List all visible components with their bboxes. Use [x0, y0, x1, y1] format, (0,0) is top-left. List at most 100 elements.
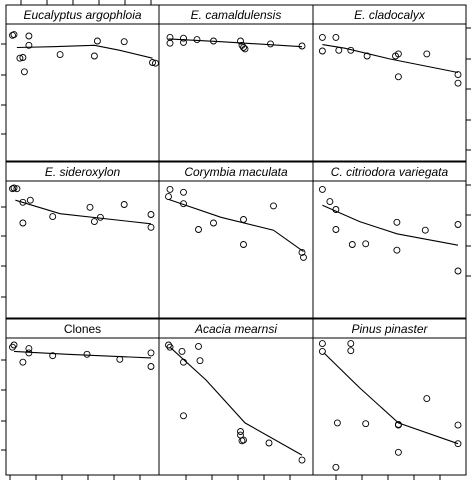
data-point — [96, 213, 104, 221]
data-point — [423, 50, 431, 58]
trend-line — [169, 346, 303, 456]
data-point — [270, 202, 277, 210]
data-point — [90, 218, 98, 226]
trend-line — [13, 350, 152, 359]
trend-line — [323, 352, 459, 445]
data-point — [318, 347, 326, 355]
data-point — [25, 349, 33, 357]
data-point — [298, 248, 306, 256]
panel-title: Eucalyptus argophloia — [23, 8, 141, 22]
data-point — [56, 51, 64, 59]
panel-title: E. cladocalyx — [354, 8, 426, 22]
panel-title: Pinus pinaster — [351, 322, 428, 336]
data-point — [454, 221, 462, 228]
data-point — [347, 347, 355, 355]
panel-title: Clones — [64, 322, 101, 336]
data-point — [195, 342, 202, 350]
data-point — [318, 33, 326, 41]
data-point — [210, 219, 217, 227]
data-point — [9, 31, 16, 39]
panel-frame — [312, 180, 467, 319]
data-point — [393, 246, 401, 254]
data-point — [19, 358, 27, 366]
data-point — [25, 345, 33, 353]
data-point — [333, 419, 341, 427]
trend-line — [15, 199, 152, 225]
data-point — [362, 420, 370, 428]
data-point — [19, 219, 27, 227]
panel-frame — [5, 337, 160, 476]
panel-title: E. camaldulensis — [191, 8, 282, 22]
data-point — [241, 45, 249, 53]
data-point — [454, 71, 462, 79]
data-point — [237, 428, 244, 435]
data-point — [166, 39, 174, 47]
trend-line — [322, 44, 459, 74]
data-point — [166, 185, 174, 193]
data-point — [49, 352, 57, 360]
data-point — [421, 226, 429, 234]
data-point — [86, 203, 94, 211]
data-point — [9, 343, 16, 351]
panel-title: Acacia mearnsi — [194, 322, 277, 336]
data-point — [265, 439, 273, 447]
data-point — [332, 206, 340, 213]
panel-title: E. sideroxylon — [45, 165, 121, 179]
data-point — [394, 50, 402, 58]
data-point — [20, 68, 28, 76]
data-point — [332, 33, 340, 41]
data-point — [240, 44, 247, 51]
data-point — [240, 436, 247, 444]
data-point — [147, 363, 155, 370]
data-point — [210, 37, 217, 45]
data-point — [318, 47, 326, 55]
trend-line — [16, 44, 153, 59]
data-point — [26, 196, 34, 204]
data-point — [300, 253, 307, 261]
data-point — [93, 37, 101, 45]
data-point — [19, 198, 27, 206]
panel-frame — [5, 23, 160, 162]
data-point — [25, 41, 33, 49]
data-point — [240, 216, 247, 223]
data-point — [454, 440, 462, 448]
data-point — [267, 40, 274, 48]
data-point — [120, 38, 128, 46]
data-point — [394, 73, 402, 81]
data-point — [347, 340, 355, 348]
data-point — [166, 343, 174, 351]
data-point — [423, 395, 431, 403]
data-point — [454, 79, 462, 87]
data-point — [326, 198, 334, 206]
trend-line — [322, 204, 459, 246]
trend-line — [168, 38, 303, 48]
data-point — [347, 46, 355, 54]
panel-frame — [312, 337, 467, 476]
data-point — [180, 34, 187, 42]
data-point — [335, 46, 343, 54]
data-point — [180, 200, 187, 208]
data-point — [147, 349, 155, 357]
data-point — [83, 350, 91, 358]
data-point — [193, 36, 201, 44]
data-point — [332, 463, 340, 471]
data-point — [454, 421, 462, 429]
panel-title: C. citriodora variegata — [331, 165, 449, 179]
data-point — [454, 267, 462, 275]
data-point — [363, 52, 371, 60]
data-point — [180, 38, 187, 46]
data-point — [147, 211, 155, 218]
panel-frame — [312, 23, 467, 162]
panel-title: Corymbia maculata — [184, 165, 288, 179]
data-point — [298, 42, 306, 50]
data-point — [237, 37, 244, 45]
data-point — [180, 358, 187, 366]
data-point — [116, 355, 124, 363]
data-point — [149, 59, 156, 66]
data-point — [195, 226, 202, 233]
data-point — [180, 188, 187, 196]
data-point — [298, 456, 306, 464]
data-point — [393, 218, 401, 226]
data-point — [318, 185, 326, 193]
